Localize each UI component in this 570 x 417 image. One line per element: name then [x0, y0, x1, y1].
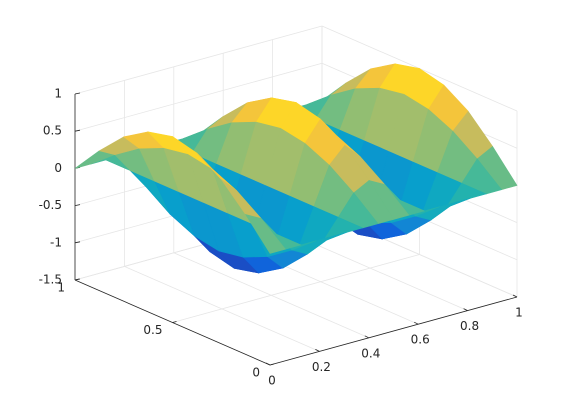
z-tick-label: 1	[54, 87, 62, 101]
x-tick-label: 0.6	[411, 333, 430, 347]
y-tick-label: 0	[252, 366, 260, 380]
x-tick	[463, 308, 468, 311]
z-tick-label: -1	[50, 235, 62, 249]
z-tick	[74, 241, 81, 244]
x-tick-label: 0.8	[460, 319, 479, 333]
y-tick-label: 0.5	[143, 323, 162, 337]
z-tick-label: -0.5	[39, 198, 62, 212]
x-tick-label: 0	[268, 374, 276, 388]
x-tick	[315, 349, 320, 352]
x-tick	[512, 294, 518, 298]
y-tick	[269, 363, 275, 366]
x-tick	[364, 335, 369, 339]
grid-line	[172, 254, 420, 323]
surface-patch	[244, 214, 286, 254]
grid-line	[74, 62, 323, 132]
z-tick-label: 0	[54, 161, 62, 175]
z-tick	[74, 129, 81, 132]
x-tick-label: 0.4	[361, 346, 380, 360]
x-tick	[414, 321, 419, 325]
x-tick-label: 1	[515, 306, 523, 320]
z-tick-label: 0.5	[43, 124, 62, 138]
grid-line	[74, 25, 323, 95]
axis-line	[269, 296, 518, 366]
z-tick	[74, 92, 81, 95]
x-tick-label: 0.2	[312, 360, 331, 374]
z-tick	[74, 278, 81, 281]
y-tick	[172, 321, 177, 323]
z-tick	[74, 204, 81, 206]
z-tick-label: -1.5	[39, 273, 62, 287]
x-tick	[265, 362, 271, 366]
y-tick-label: 1	[57, 281, 65, 295]
